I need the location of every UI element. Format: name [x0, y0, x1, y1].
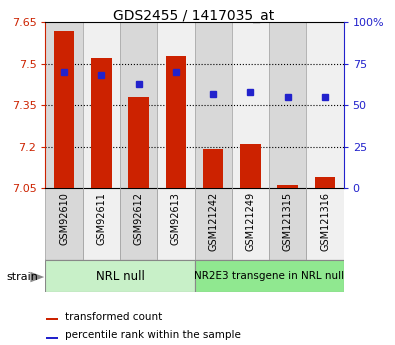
Text: transformed count: transformed count — [65, 312, 162, 322]
Bar — [120, 188, 157, 260]
Bar — [91, 58, 112, 188]
Bar — [194, 22, 232, 188]
Bar — [157, 188, 194, 260]
Bar — [45, 22, 83, 188]
Bar — [83, 188, 120, 260]
Text: percentile rank within the sample: percentile rank within the sample — [65, 331, 241, 340]
Bar — [315, 177, 335, 188]
Bar — [120, 22, 157, 188]
Bar — [45, 188, 83, 260]
Polygon shape — [30, 272, 44, 282]
Bar — [194, 260, 344, 292]
Bar — [307, 188, 344, 260]
Text: GSM121242: GSM121242 — [208, 192, 218, 251]
Text: GSM92613: GSM92613 — [171, 192, 181, 245]
Bar — [240, 144, 261, 188]
Text: GSM121315: GSM121315 — [283, 192, 293, 251]
Bar — [269, 22, 307, 188]
Text: GSM92611: GSM92611 — [96, 192, 106, 245]
Bar — [277, 185, 298, 188]
Bar — [232, 22, 269, 188]
Text: NRL null: NRL null — [96, 269, 145, 283]
Bar — [166, 56, 186, 188]
Bar — [307, 22, 344, 188]
Bar — [203, 149, 224, 188]
Bar — [46, 337, 58, 339]
Bar — [269, 188, 307, 260]
Bar — [128, 97, 149, 188]
Bar — [83, 22, 120, 188]
Text: NR2E3 transgene in NRL null: NR2E3 transgene in NRL null — [194, 271, 344, 281]
Text: GSM121249: GSM121249 — [245, 192, 256, 251]
Bar — [194, 188, 232, 260]
Bar — [54, 31, 74, 188]
Text: GDS2455 / 1417035_at: GDS2455 / 1417035_at — [113, 9, 274, 23]
Bar — [157, 22, 194, 188]
Text: strain: strain — [6, 272, 38, 282]
Bar — [46, 318, 58, 320]
Bar — [232, 188, 269, 260]
Text: GSM121316: GSM121316 — [320, 192, 330, 251]
Text: GSM92610: GSM92610 — [59, 192, 69, 245]
Bar — [45, 260, 194, 292]
Text: GSM92612: GSM92612 — [134, 192, 144, 245]
